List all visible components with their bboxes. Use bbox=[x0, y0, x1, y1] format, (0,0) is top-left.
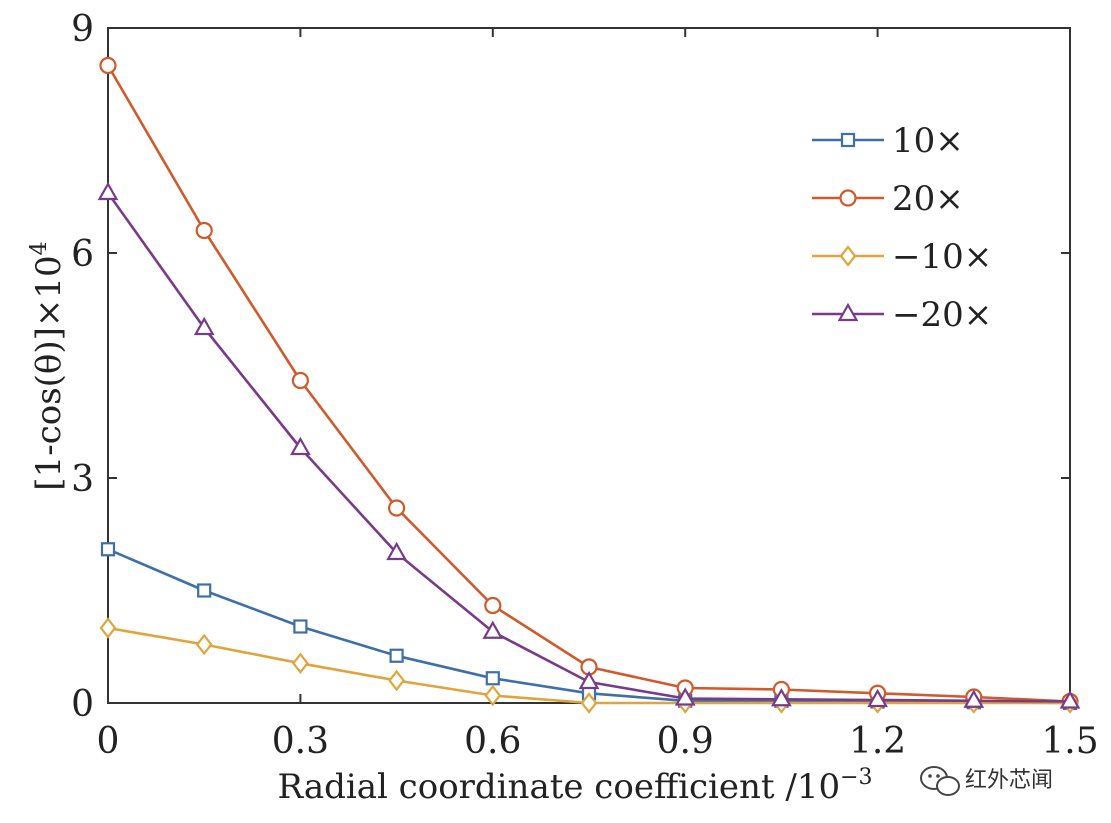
data-point bbox=[1059, 690, 1081, 709]
watermark-text: 红外芯闻 bbox=[965, 768, 1053, 793]
data-point bbox=[99, 617, 117, 639]
data-point bbox=[674, 687, 696, 706]
data-point bbox=[100, 542, 116, 557]
data-point bbox=[580, 692, 598, 714]
data-point bbox=[195, 633, 213, 656]
data-point bbox=[771, 688, 792, 707]
data-point bbox=[484, 596, 502, 615]
data-point bbox=[386, 541, 407, 561]
legend-marker bbox=[839, 245, 857, 267]
y-tick-label: 0 bbox=[71, 684, 94, 725]
legend-label: 10× bbox=[892, 121, 964, 161]
legend-item: −10× bbox=[812, 237, 992, 277]
legend-label: −20× bbox=[892, 295, 992, 335]
x-tick-label: 1.2 bbox=[849, 721, 906, 762]
watermark: 红外芯闻 bbox=[920, 766, 1053, 796]
data-point bbox=[290, 436, 311, 456]
data-point bbox=[97, 181, 119, 201]
data-point bbox=[485, 671, 500, 686]
legend-label: −10× bbox=[892, 237, 992, 277]
data-point bbox=[291, 371, 309, 390]
data-point bbox=[388, 669, 405, 692]
data-point bbox=[292, 652, 309, 675]
data-point bbox=[293, 619, 308, 634]
data-point bbox=[482, 620, 504, 639]
data-point bbox=[484, 684, 502, 707]
legend-marker bbox=[839, 189, 857, 207]
x-tick-label: 0 bbox=[97, 721, 120, 762]
legend-item: 20× bbox=[812, 179, 964, 219]
series-layer bbox=[97, 56, 1081, 714]
axis-ticks: 0 0.3 0.6 0.9 1.2 1.5 0 3 6 9 bbox=[71, 9, 1099, 762]
plot-area bbox=[107, 27, 1071, 704]
legend-marker bbox=[840, 132, 856, 148]
data-point bbox=[963, 689, 985, 708]
data-point bbox=[195, 221, 213, 240]
x-axis-label: Radial coordinate coefficient /10−3 bbox=[277, 765, 872, 807]
x-tick-label: 0.6 bbox=[464, 721, 521, 762]
data-point bbox=[388, 499, 406, 517]
legend-item: −20× bbox=[812, 295, 992, 335]
data-point bbox=[197, 583, 212, 598]
data-point bbox=[99, 56, 117, 75]
data-point bbox=[389, 648, 404, 663]
legend-label: 20× bbox=[892, 179, 964, 219]
legend: 10× 20× −10× −20× bbox=[812, 121, 992, 335]
data-point bbox=[193, 316, 215, 336]
y-tick-label: 9 bbox=[71, 9, 94, 50]
x-tick-label: 0.3 bbox=[272, 721, 329, 762]
wechat-icon bbox=[920, 766, 960, 796]
y-axis-label: [1-cos(θ)]×104 bbox=[27, 241, 69, 490]
series-4 bbox=[97, 181, 1081, 709]
series-2 bbox=[99, 56, 1079, 711]
x-tick-label: 1.5 bbox=[1041, 721, 1098, 762]
y-tick-label: 6 bbox=[71, 234, 94, 275]
x-tick-label: 0.9 bbox=[657, 721, 714, 762]
data-point bbox=[578, 670, 600, 690]
legend-marker bbox=[837, 302, 859, 322]
data-point bbox=[867, 688, 888, 708]
legend-item: 10× bbox=[812, 121, 964, 161]
y-tick-label: 3 bbox=[71, 459, 94, 500]
